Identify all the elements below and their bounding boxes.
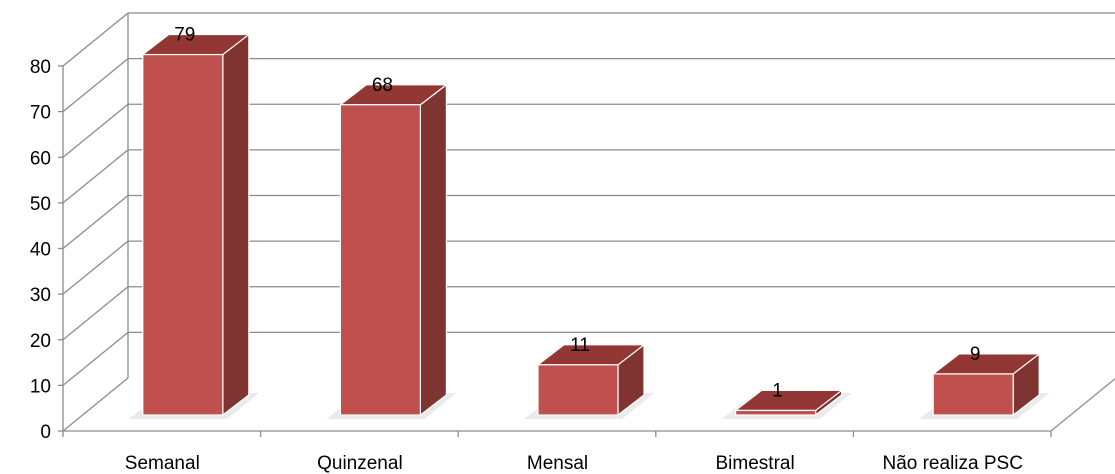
y-tick-label: 60 xyxy=(30,148,51,169)
bars xyxy=(142,33,1040,416)
y-tick-label: 70 xyxy=(30,103,51,124)
x-category-label: Bimestral xyxy=(716,453,795,474)
x-category-label: Mensal xyxy=(527,453,588,474)
y-axis-tick-labels: 0 10 20 30 40 50 60 70 80 xyxy=(30,57,51,443)
data-label: 1 xyxy=(772,380,783,401)
bar-front-face xyxy=(339,104,421,416)
bar-5 xyxy=(932,353,1040,416)
bar-front-face xyxy=(537,364,619,416)
gridline-side-60 xyxy=(62,103,129,158)
gridline-side-10 xyxy=(62,331,129,386)
bar-2 xyxy=(339,84,447,416)
data-label: 68 xyxy=(372,75,393,96)
bar-front-face xyxy=(734,409,817,416)
data-label: 9 xyxy=(970,344,981,365)
y-tick-label: 40 xyxy=(30,240,51,261)
floor-right-edge xyxy=(1050,377,1115,432)
bar-3 xyxy=(537,344,645,416)
bar-front-face xyxy=(142,53,224,416)
y-tick-label: 20 xyxy=(30,331,51,352)
gridlines xyxy=(62,12,1115,432)
y-tick-label: 30 xyxy=(30,285,51,306)
bar-front-face xyxy=(932,373,1014,416)
y-tick-label: 10 xyxy=(30,376,51,397)
gridline-side-20 xyxy=(62,286,129,341)
bar-side-face xyxy=(419,84,447,416)
x-category-label: Quinzenal xyxy=(317,453,403,474)
bar-1 xyxy=(142,33,250,416)
y-tick-label: 50 xyxy=(30,194,51,215)
gridline-side-70 xyxy=(62,58,129,113)
gridline-side-80 xyxy=(62,12,129,67)
gridline-side-0 xyxy=(62,377,129,432)
gridline-side-40 xyxy=(62,194,129,250)
data-label: 79 xyxy=(174,25,195,46)
axes xyxy=(58,65,1052,437)
y-tick-label: 0 xyxy=(40,422,51,443)
y-tick-label: 80 xyxy=(30,57,51,78)
x-category-label: Não realiza PSC xyxy=(882,453,1022,474)
data-label: 11 xyxy=(570,335,590,356)
gridline-side-50 xyxy=(62,149,129,204)
x-axis-category-labels: Semanal Quinzenal Mensal Bimestral Não reali… xyxy=(125,453,1023,474)
gridline-side-30 xyxy=(62,240,129,295)
bar-side-face xyxy=(222,33,250,416)
x-category-label: Semanal xyxy=(125,453,200,474)
bar-4 xyxy=(734,389,843,416)
